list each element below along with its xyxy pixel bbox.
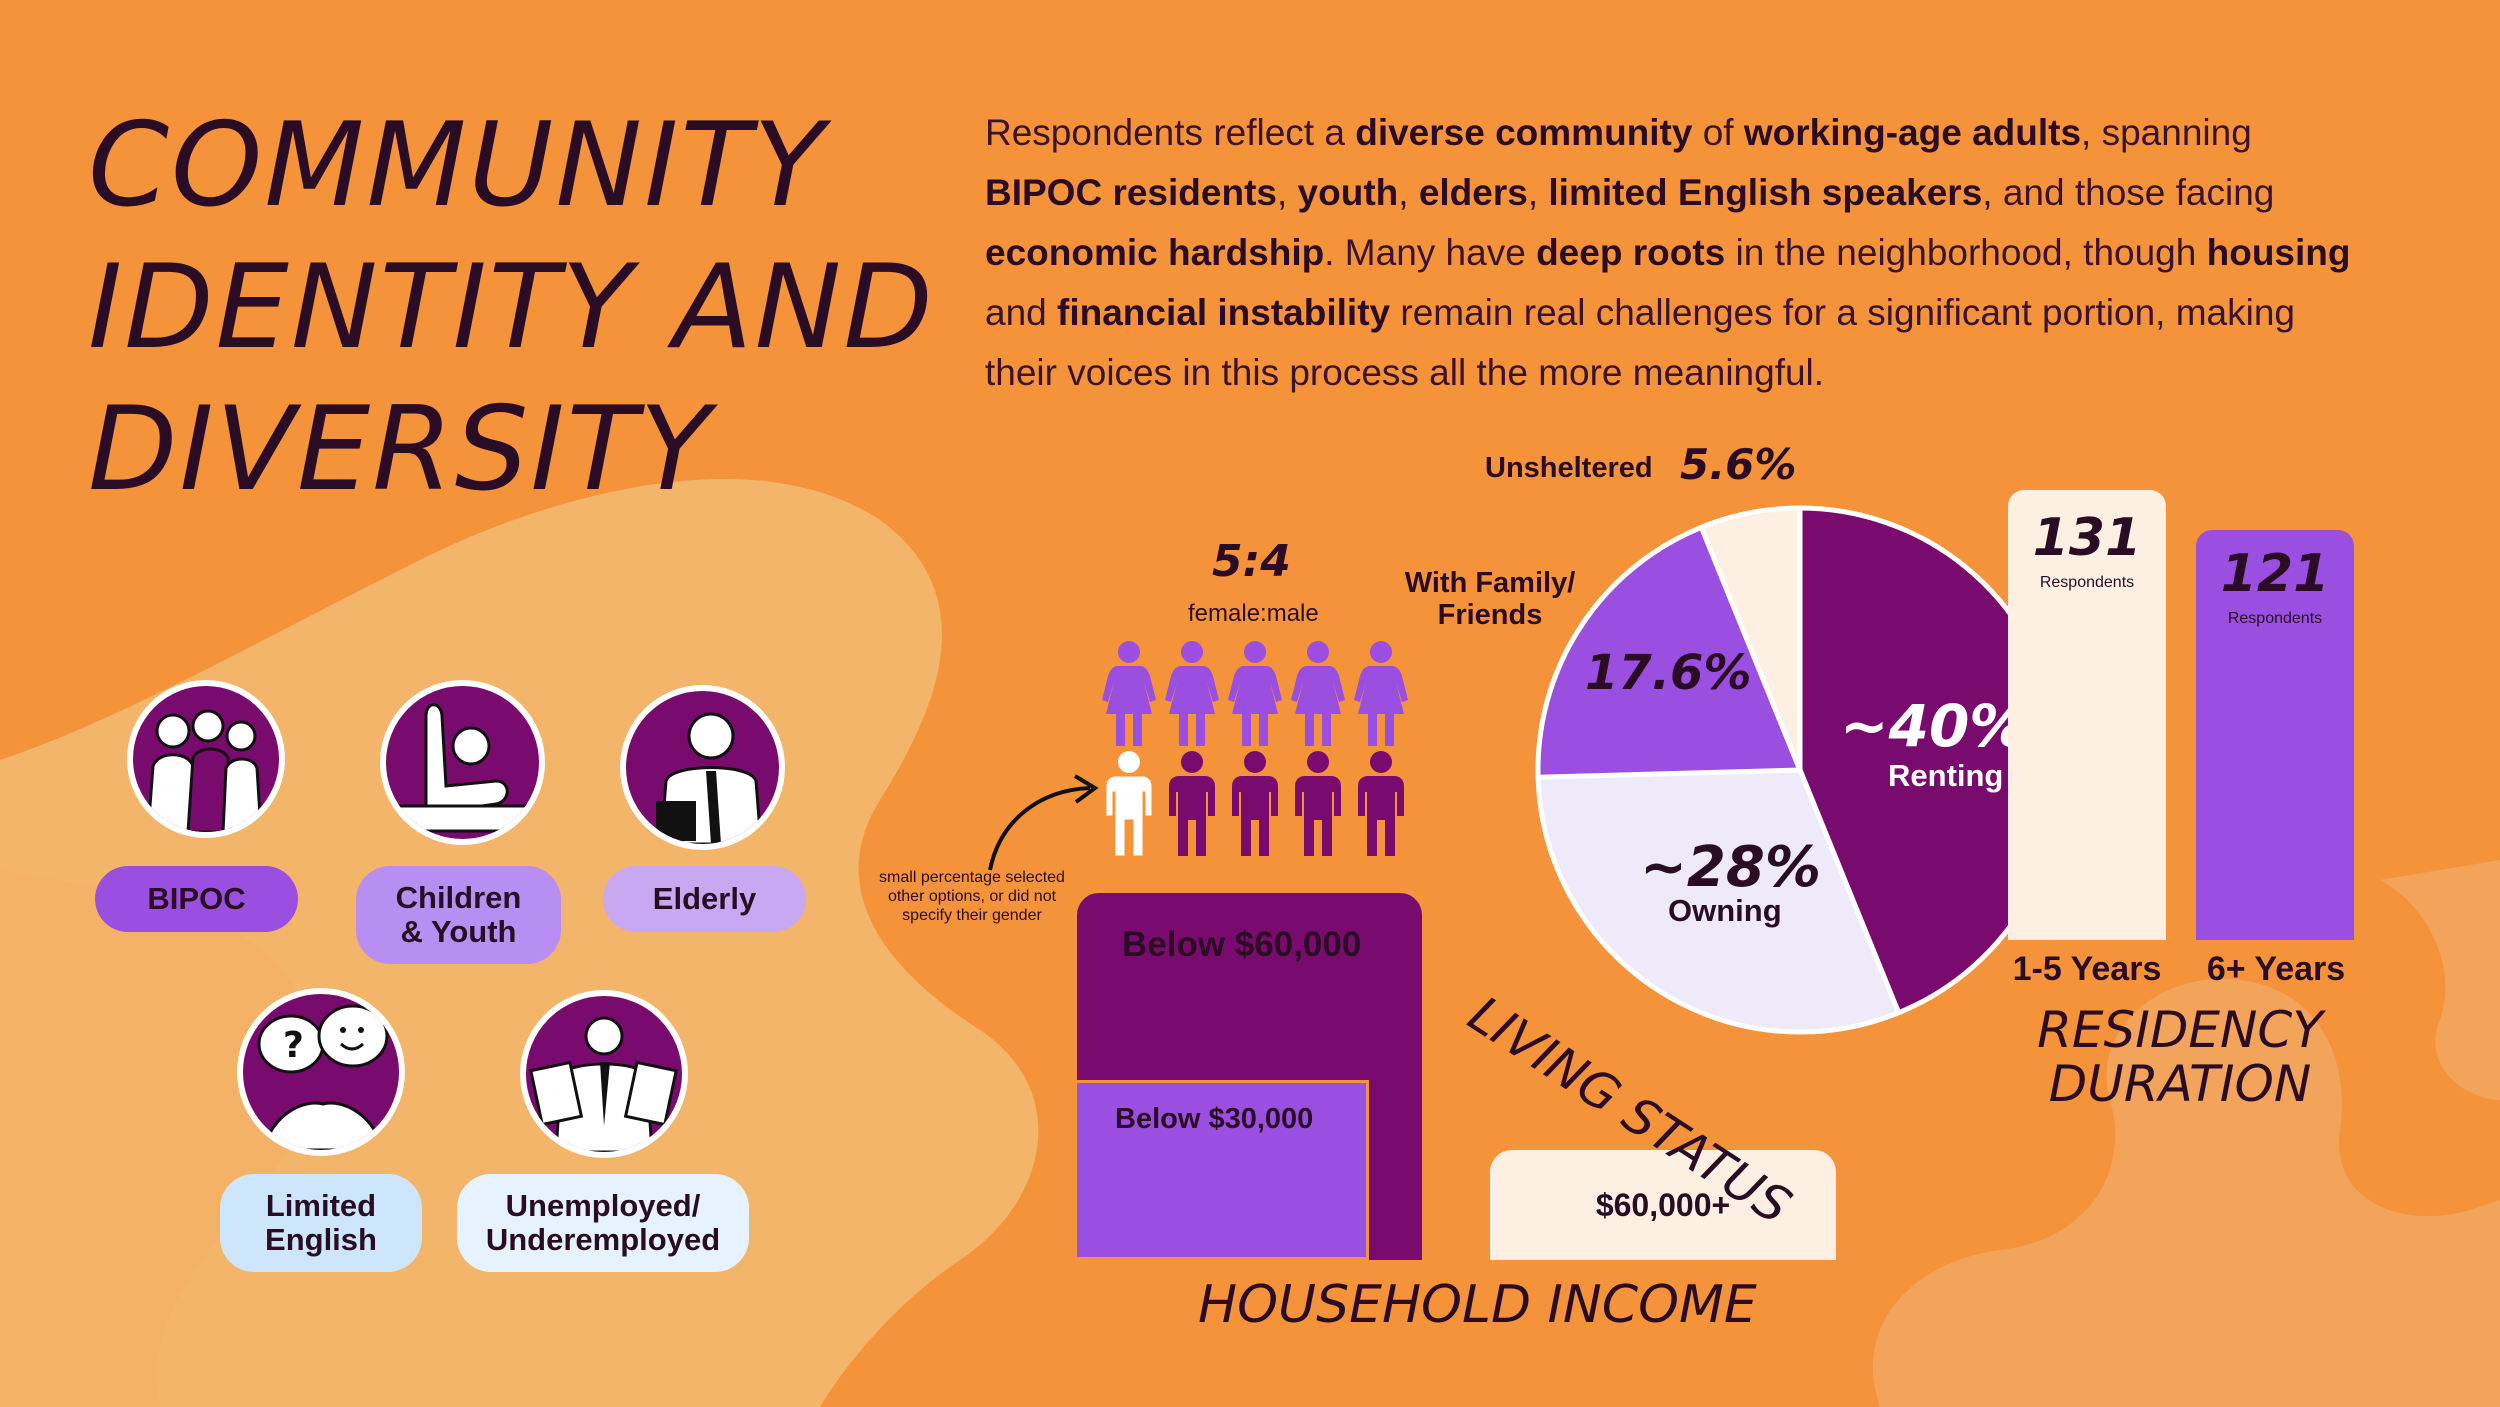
intro-segment: housing (2206, 232, 2351, 273)
intro-segment: , (1398, 172, 1419, 213)
elderly-illustration (620, 685, 785, 850)
intro-segment: of (1692, 112, 1744, 153)
intro-segment: in the neighborhood, though (1725, 232, 2207, 273)
residency-duration-title: RESIDENCY DURATION (2037, 1001, 2323, 1113)
unemployed-illustration (520, 990, 688, 1158)
residency-value-6-plus: 121 (2220, 544, 2330, 604)
owning-slice (1535, 767, 1902, 1035)
female-person-icon (1354, 641, 1408, 746)
gender-ratio: 5:4 (1212, 536, 1291, 587)
residency-unit-1-5: Respondents (2039, 574, 2135, 591)
intro-segment: Respondents reflect a (985, 112, 1356, 153)
family-friends-label: With Family/ Friends (1404, 567, 1576, 631)
residency-unit-6-plus: Respondents (2227, 610, 2323, 627)
family-friends-value: 17.6% (1585, 645, 1752, 701)
page-title: COMMUNITY IDENTITY AND DIVERSITY (88, 98, 935, 517)
residency-label-6-plus: 6+ Years (2206, 950, 2346, 988)
female-person-icon (1291, 641, 1345, 746)
other-person-icon (1105, 751, 1153, 857)
people-group-icon (146, 709, 263, 832)
female-person-icon (1228, 641, 1282, 746)
household-income-title: HOUSEHOLD INCOME (1198, 1275, 1757, 1335)
residency-value-1-5: 131 (2032, 508, 2142, 568)
male-person-icon (1169, 751, 1215, 856)
intro-segment: limited English speakers (1548, 172, 1983, 213)
limited-english-pill: Limited English (220, 1174, 422, 1272)
gender-ratio-label: female:male (1188, 600, 1319, 627)
female-person-icon (1102, 641, 1156, 746)
owning-label: Owning (1668, 893, 1782, 928)
renting-label: Renting (1888, 758, 2004, 793)
residency-bar-6-plus-years (2196, 530, 2354, 940)
limited-english-illustration: ? (237, 988, 405, 1156)
intro-segment: elders (1418, 172, 1528, 213)
male-person-icon (1295, 751, 1341, 856)
unsheltered-slice (1698, 505, 1803, 771)
income-above-60k-block: $60,000+ (1490, 1150, 1836, 1260)
intro-segment: . Many have (1324, 232, 1537, 273)
unemployed-pill: Unemployed/ Underemployed (457, 1174, 749, 1272)
intro-segment: , and those facing (1982, 172, 2275, 213)
intro-segment: deep roots (1536, 232, 1726, 273)
speech-bubbles-icon: ? (257, 1004, 389, 1150)
intro-segment: diverse community (1355, 112, 1693, 153)
intro-paragraph: Respondents reflect a diverse community … (985, 103, 2375, 403)
income-below-60k-label: Below $60,000 (1122, 925, 1362, 964)
intro-segment: , (1276, 172, 1298, 213)
intro-segment: and (985, 292, 1058, 333)
male-person-icon (1358, 751, 1404, 856)
unsheltered-value: 5.6% (1680, 440, 1797, 489)
intro-segment: working-age adults (1743, 112, 2082, 153)
children-youth-pill: Children & Youth (356, 866, 561, 964)
female-person-icon (1165, 641, 1219, 746)
income-below-30k-block (1077, 1080, 1369, 1260)
curved-arrow-icon (988, 774, 1099, 871)
living-status-pie (1535, 505, 2065, 1035)
residency-bar-1-5-years (2008, 490, 2166, 940)
intro-segment: BIPOC residents (985, 172, 1277, 213)
children-youth-illustration (380, 680, 545, 845)
family-friends-slice (1535, 524, 1804, 780)
female-icons-row (1100, 640, 1410, 750)
unsheltered-label: Unsheltered (1485, 452, 1653, 484)
bipoc-pill: BIPOC (95, 866, 298, 932)
residency-label-1-5: 1-5 Years (2012, 950, 2162, 988)
svg-text:?: ? (283, 1025, 304, 1066)
raised-hand-icon (394, 703, 538, 839)
intro-segment: , spanning (2081, 112, 2252, 153)
elderly-person-icon (656, 712, 763, 844)
gender-note: small percentage selected other options,… (879, 869, 1065, 924)
intro-segment: remain real challenges for a significant… (985, 292, 2296, 393)
bipoc-illustration (127, 680, 285, 838)
male-icons-row (1100, 750, 1410, 860)
intro-segment: , (1527, 172, 1549, 213)
owning-value: ~28% (1640, 835, 1821, 900)
renting-value: ~40% (1840, 692, 2028, 760)
elderly-pill: Elderly (603, 866, 806, 932)
intro-segment: financial instability (1057, 292, 1391, 333)
intro-segment: youth (1297, 172, 1399, 213)
person-reading-icon (529, 1016, 678, 1152)
male-person-icon (1232, 751, 1278, 856)
intro-segment: economic hardship (985, 232, 1325, 273)
income-below-30k-label: Below $30,000 (1115, 1103, 1314, 1135)
